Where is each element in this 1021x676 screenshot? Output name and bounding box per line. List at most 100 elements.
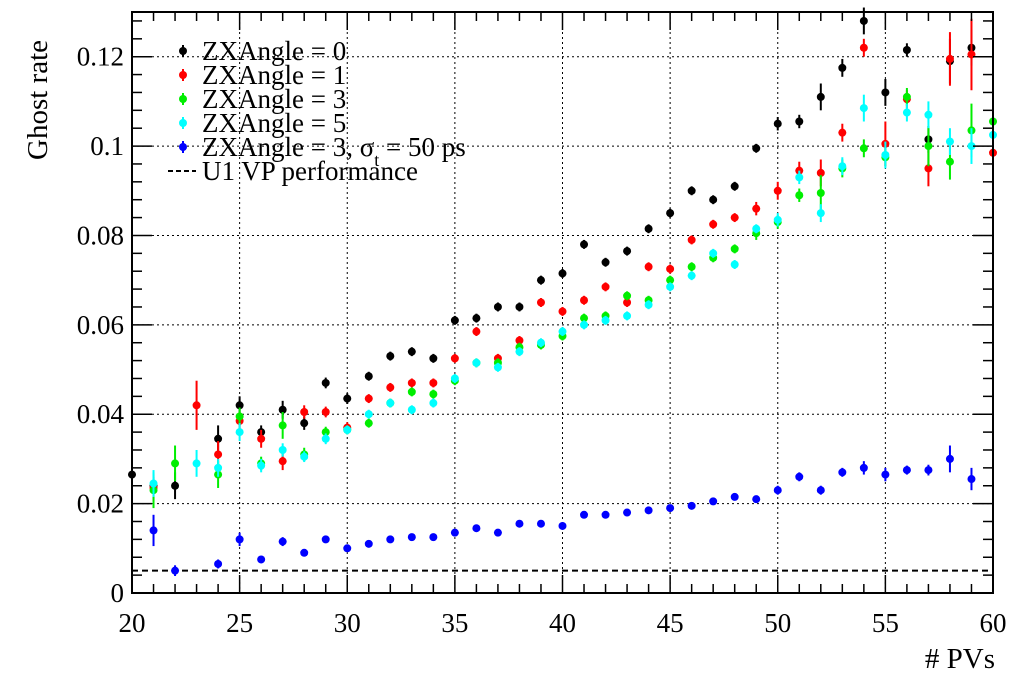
y-tick-label: 0.08 — [77, 220, 124, 250]
data-point — [386, 535, 395, 544]
data-point — [881, 470, 890, 479]
data-point — [816, 168, 825, 177]
data-point — [816, 189, 825, 198]
data-point — [235, 428, 244, 437]
data-point — [493, 302, 502, 311]
data-point — [666, 282, 675, 291]
data-point — [709, 497, 718, 506]
data-point — [902, 108, 911, 117]
data-point — [945, 454, 954, 463]
data-point — [515, 347, 524, 356]
data-point — [666, 504, 675, 513]
data-point — [171, 566, 180, 575]
data-point — [536, 276, 545, 285]
data-point — [580, 510, 589, 519]
data-point — [214, 450, 223, 459]
data-point — [429, 354, 438, 363]
data-point — [493, 528, 502, 537]
data-point — [536, 519, 545, 528]
data-point — [644, 506, 653, 515]
data-point — [580, 314, 589, 323]
y-tick-label: 0.04 — [77, 399, 125, 429]
data-point — [171, 459, 180, 468]
x-tick-label: 45 — [657, 608, 684, 638]
data-point — [601, 316, 610, 325]
data-point — [429, 533, 438, 542]
data-point — [709, 195, 718, 204]
data-point — [450, 316, 459, 325]
data-point — [795, 173, 804, 182]
data-point — [364, 394, 373, 403]
legend-label: ZXAngle = 3 — [202, 84, 346, 114]
data-point — [859, 144, 868, 153]
data-point — [623, 311, 632, 320]
data-point — [235, 535, 244, 544]
data-point — [881, 151, 890, 160]
data-point — [967, 142, 976, 151]
data-point — [666, 264, 675, 273]
data-point — [601, 510, 610, 519]
data-point — [472, 314, 481, 323]
data-point — [321, 434, 330, 443]
data-point — [515, 519, 524, 528]
data-point — [666, 209, 675, 218]
data-point — [730, 213, 739, 222]
data-point — [924, 164, 933, 173]
data-point — [386, 352, 395, 361]
x-tick-label: 25 — [226, 608, 253, 638]
data-point — [235, 412, 244, 421]
data-point — [214, 463, 223, 472]
data-point — [364, 372, 373, 381]
series-4 — [149, 445, 976, 577]
data-point — [838, 63, 847, 72]
data-point — [644, 262, 653, 271]
data-point — [235, 401, 244, 410]
x-tick-label: 40 — [549, 608, 576, 638]
data-point — [192, 459, 201, 468]
legend-marker — [179, 119, 187, 127]
data-point — [472, 358, 481, 367]
data-point — [300, 452, 309, 461]
data-point — [214, 434, 223, 443]
data-point — [773, 119, 782, 128]
legend-marker — [179, 143, 187, 151]
data-point — [709, 249, 718, 258]
data-point — [214, 559, 223, 568]
data-point — [386, 399, 395, 408]
data-point — [257, 555, 266, 564]
data-point — [429, 390, 438, 399]
x-axis-title: # PVs — [925, 643, 995, 675]
data-point — [515, 336, 524, 345]
data-point — [752, 144, 761, 153]
data-points-layer — [128, 7, 997, 577]
data-point — [945, 54, 954, 63]
data-point — [407, 533, 416, 542]
legend-label: ZXAngle = 0 — [202, 36, 346, 66]
y-tick-label: 0.12 — [77, 42, 124, 72]
data-point — [795, 472, 804, 481]
data-point — [278, 537, 287, 546]
data-point — [945, 137, 954, 146]
data-point — [644, 224, 653, 233]
data-point — [515, 302, 524, 311]
data-point — [364, 539, 373, 548]
data-point — [343, 394, 352, 403]
data-point — [300, 407, 309, 416]
data-point — [644, 300, 653, 309]
data-point — [687, 235, 696, 244]
data-point — [902, 45, 911, 54]
data-point — [730, 244, 739, 253]
x-tick-label: 55 — [872, 608, 899, 638]
data-point — [795, 117, 804, 126]
data-point — [967, 475, 976, 484]
data-point — [816, 92, 825, 101]
data-point — [773, 486, 782, 495]
data-point — [343, 425, 352, 434]
data-point — [472, 524, 481, 533]
data-point — [493, 363, 502, 372]
y-tick-label: 0.06 — [77, 310, 124, 340]
y-tick-label: 0 — [111, 578, 125, 608]
data-point — [300, 419, 309, 428]
